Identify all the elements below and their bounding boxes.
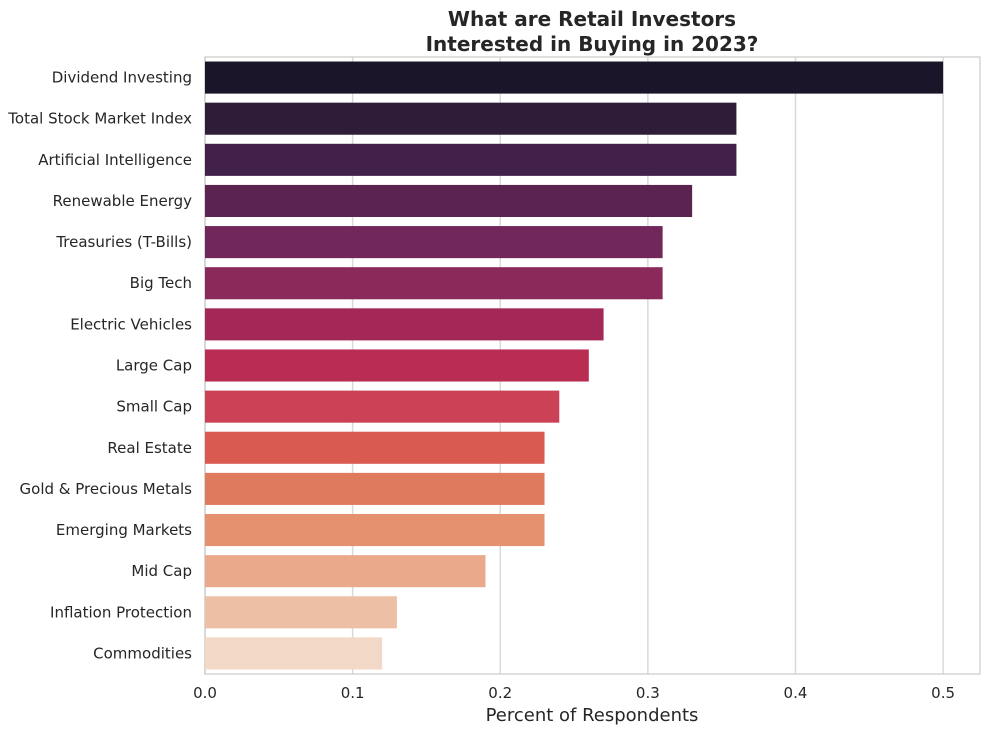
x-tick-label: 0.4 — [784, 684, 808, 702]
bar — [205, 349, 589, 382]
y-tick-label: Big Tech — [130, 274, 192, 292]
x-tick-label: 0.1 — [341, 684, 365, 702]
y-tick-label: Inflation Protection — [50, 603, 192, 621]
y-tick-label: Artificial Intelligence — [38, 151, 192, 169]
plot-area: Dividend Investing Total Stock Market Ind… — [7, 56, 981, 702]
bar — [205, 390, 560, 423]
bar — [205, 226, 663, 259]
chart-title-line-1: What are Retail Investors — [448, 7, 736, 31]
y-tick-label: Electric Vehicles — [70, 315, 192, 333]
bar — [205, 143, 737, 176]
bar — [205, 472, 545, 505]
x-axis-label: Percent of Respondents — [486, 705, 699, 726]
bar — [205, 308, 604, 341]
bar — [205, 596, 397, 629]
bar — [205, 184, 693, 218]
x-tick-label: 0.5 — [931, 684, 955, 702]
y-tick-label: Small Cap — [116, 398, 192, 416]
y-tick-label: Treasuries (T-Bills) — [55, 233, 192, 251]
bar — [205, 513, 545, 547]
y-tick-label: Emerging Markets — [56, 521, 192, 539]
bar — [205, 267, 663, 300]
y-tick-label: Renewable Energy — [53, 192, 192, 210]
y-tick-label: Real Estate — [107, 439, 192, 457]
chart-title-line-2: Interested in Buying in 2023? — [426, 32, 759, 56]
bar — [205, 61, 944, 94]
x-tick-label: 0.3 — [636, 684, 660, 702]
bar — [205, 431, 545, 464]
y-tick-label: Gold & Precious Metals — [20, 480, 193, 498]
bar — [205, 102, 737, 135]
x-tick-label: 0.0 — [193, 684, 217, 702]
y-tick-label: Commodities — [93, 644, 192, 662]
bar — [205, 637, 383, 670]
bar — [205, 555, 486, 588]
y-tick-label: Mid Cap — [131, 562, 192, 580]
y-tick-label: Large Cap — [116, 357, 192, 375]
x-tick-label: 0.2 — [488, 684, 512, 702]
y-tick-label: Dividend Investing — [52, 69, 192, 87]
y-tick-label: Total Stock Market Index — [7, 110, 192, 128]
